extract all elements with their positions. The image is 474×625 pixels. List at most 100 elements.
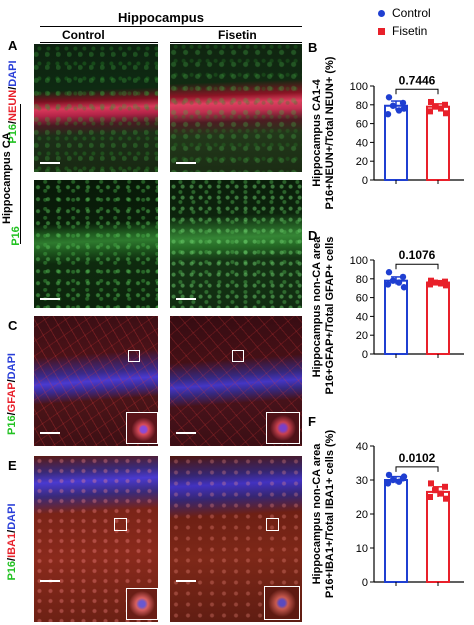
panel-letter-d: D [308, 228, 318, 243]
chart-b-point-control [399, 99, 407, 107]
chart-d-ytick-label: 0 [362, 349, 368, 361]
chart-f-ytick-label: 40 [356, 441, 368, 453]
chart-d-point-control [399, 273, 407, 281]
legend-label-fisetin: Fisetin [392, 24, 428, 38]
chart-f-ylabel-line1: Hippocampus non-CA area [311, 443, 323, 585]
chart-d-point-fisetin [442, 278, 448, 285]
chart-b-bar-fisetin [426, 105, 450, 181]
region-label-hippocampus-ca: Hippocampus CA [1, 132, 13, 224]
micrograph-iba1-control [34, 456, 158, 622]
chart-f-bar-fisetin [426, 490, 450, 583]
micrograph-gfap-control [34, 316, 158, 446]
chart-f-point-control [385, 471, 393, 479]
chart-f-point-control [395, 478, 403, 485]
chart-d-ytick-label: 40 [356, 311, 368, 323]
panel-letter-a: A [8, 38, 18, 53]
panel-letter-c: C [8, 318, 18, 333]
chart-b: Hippocampus CA1-4P16+NEUN+/Total NEUN+ (… [311, 56, 464, 209]
chart-d-point-fisetin [432, 279, 438, 286]
panel-letter-b: B [308, 40, 318, 55]
chart-d-ytick-label: 100 [350, 255, 368, 267]
micrograph-gfap-fisetin [170, 316, 302, 446]
chart-b-point-fisetin [442, 101, 448, 108]
inset-zoom-gfap-fisetin [266, 412, 300, 444]
chart-d-ylabel-line2: P16+GFAP+/Total GFAP+ cells(%) [324, 236, 336, 394]
chart-d-ytick-label: 20 [356, 330, 368, 342]
chart-b-ytick-label: 100 [350, 81, 368, 93]
chart-d-point-fisetin [428, 277, 434, 284]
chart-b-ytick-label: 80 [356, 100, 368, 112]
region-bracket [20, 104, 21, 244]
chart-b-ylabel-line1: Hippocampus CA1-4 [311, 78, 323, 186]
chart-b-point-fisetin [443, 110, 449, 117]
chart-b-ytick-label: 60 [356, 119, 368, 131]
chart-b-point-control [384, 111, 392, 118]
control-column-title: Control [62, 28, 105, 42]
chart-f-ylabel-line2: P16+IBA1+/Total IBA1+ cells (%) [324, 430, 336, 599]
chart-f-point-fisetin [432, 487, 438, 494]
fisetin-column-title: Fisetin [218, 28, 257, 42]
chart-f-pvalue: 0.0102 [399, 451, 436, 465]
fisetin-underline [170, 42, 302, 43]
chart-b-pvalue: 0.7446 [399, 73, 436, 87]
chart-f-ylabel: Hippocampus non-CA areaP16+IBA1+/Total I… [311, 430, 336, 599]
legend-dot-control [378, 10, 385, 17]
chart-d-ytick-label: 80 [356, 274, 368, 286]
chart-f-ytick-label: 10 [356, 543, 368, 555]
chart-d-ylabel-line1: Hippocampus non-CA area [311, 236, 323, 377]
chart-d: Hippocampus non-CA areaP16+GFAP+/Total G… [311, 236, 464, 394]
chart-f-point-control [384, 480, 392, 487]
chart-d-point-fisetin [443, 282, 449, 289]
inset-box-iba1-control [114, 518, 127, 531]
inset-zoom-iba1-control [126, 588, 158, 620]
row-label-c: P16/GFAP/DAPI [6, 353, 18, 435]
legend-square-fisetin [378, 28, 385, 35]
chart-f-bar-control [384, 479, 408, 583]
chart-d-point-control [384, 281, 392, 288]
chart-d-ylabel: Hippocampus non-CA areaP16+GFAP+/Total G… [311, 236, 336, 394]
chart-d-point-fisetin [427, 281, 433, 288]
inset-box-gfap-control [128, 350, 140, 362]
chart-b-sig-bracket [395, 88, 439, 95]
inset-box-gfap-fisetin [232, 350, 244, 362]
chart-f-point-fisetin [442, 483, 448, 490]
micrograph-p16-fisetin [170, 180, 302, 308]
micrograph-iba1-fisetin [170, 456, 302, 622]
chart-b-ylabel-line2: P16+NEUN+/Total NEUN+ (%) [324, 56, 336, 209]
chart-b-point-control [395, 107, 403, 114]
chart-d-point-control [395, 279, 403, 286]
chart-d-pvalue: 0.1076 [399, 248, 436, 262]
chart-d-ytick-label: 60 [356, 293, 368, 305]
chart-b-point-fisetin [428, 98, 434, 105]
chart-b-point-control [385, 94, 393, 101]
chart-f-point-fisetin [427, 494, 433, 500]
chart-f-ytick-label: 30 [356, 475, 368, 487]
control-underline [40, 42, 158, 43]
legend: Control Fisetin [376, 6, 472, 40]
chart-d-point-control [400, 284, 408, 291]
micrograph-neun-fisetin [170, 44, 302, 172]
inset-zoom-iba1-fisetin [264, 586, 300, 620]
panel-letter-e: E [8, 458, 17, 473]
chart-f-ytick-label: 0 [362, 577, 368, 589]
row-label-a2: P16 [10, 226, 22, 246]
chart-f: Hippocampus non-CA areaP16+IBA1+/Total I… [311, 430, 464, 599]
chart-f-ytick-label: 20 [356, 509, 368, 521]
chart-f-point-fisetin [428, 480, 434, 487]
chart-d-point-fisetin [438, 280, 444, 287]
chart-b-point-control [400, 105, 408, 112]
micrograph-p16-control [34, 180, 158, 308]
header-underline [40, 26, 302, 27]
legend-label-control: Control [392, 6, 431, 20]
chart-b-ylabel: Hippocampus CA1-4P16+NEUN+/Total NEUN+ (… [311, 56, 336, 209]
chart-b-ytick-label: 0 [362, 175, 368, 187]
chart-b-point-fisetin [427, 108, 433, 115]
row-label-e: P16/IBA1/DAPI [6, 503, 18, 581]
chart-d-bar-fisetin [426, 281, 450, 356]
panel-letter-f: F [308, 414, 316, 429]
inset-box-iba1-fisetin [266, 518, 279, 531]
chart-b-ytick-label: 20 [356, 156, 368, 168]
chart-f-point-fisetin [438, 490, 444, 497]
chart-d-point-control [389, 277, 397, 284]
chart-f-point-fisetin [443, 495, 449, 502]
